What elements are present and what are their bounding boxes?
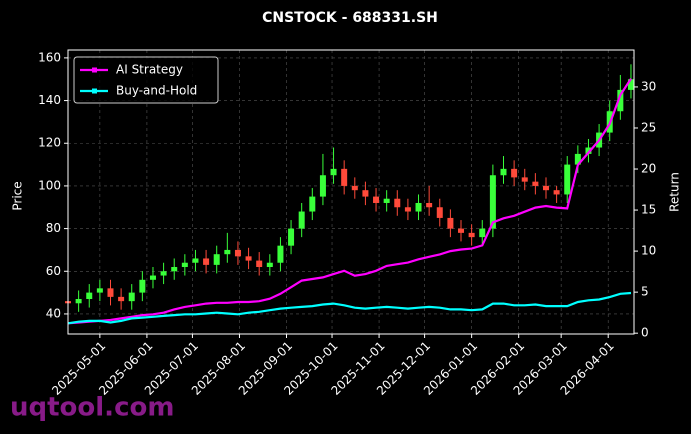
candle-body [309, 196, 316, 212]
candle-body [118, 296, 125, 302]
candle-body [553, 190, 560, 195]
candle-body [86, 292, 93, 300]
y2-tick-label: 5 [641, 285, 649, 299]
candle-body [415, 202, 422, 212]
candle-body [96, 288, 103, 293]
candle-body [394, 198, 401, 208]
y2-tick-label: 30 [641, 79, 656, 93]
y2-tick-label: 15 [641, 203, 656, 217]
candle-body [500, 168, 507, 176]
candle-body [139, 279, 146, 293]
y-tick-label: 100 [38, 178, 61, 192]
y2-tick-label: 25 [641, 120, 656, 134]
candle-body [288, 228, 295, 246]
candle-body [213, 254, 220, 265]
y2-tick-label: 0 [641, 326, 649, 340]
candle-body [351, 185, 358, 191]
candle-body [266, 262, 273, 268]
y-tick-label: 60 [46, 264, 61, 278]
candle-body [330, 168, 337, 176]
candle-body [585, 147, 592, 154]
chart-title: CNSTOCK - 688331.SH [262, 10, 438, 26]
legend-marker [92, 67, 97, 73]
candle-body [181, 262, 188, 268]
candle-body [532, 181, 539, 186]
candle-body [373, 196, 380, 203]
candle-body [224, 249, 231, 255]
candle-body [426, 202, 433, 208]
candle-body [245, 256, 252, 261]
candle-body [489, 175, 496, 229]
candle-body [511, 168, 518, 178]
candle-body [383, 198, 390, 203]
candle-body [341, 168, 348, 186]
candle-body [149, 275, 156, 280]
y2-tick-label: 10 [641, 244, 656, 258]
candle-body [234, 249, 241, 257]
candle-body [362, 190, 369, 197]
legend-box [73, 56, 219, 104]
candle-body [627, 79, 634, 90]
y-tick-label: 40 [46, 306, 61, 320]
candle-body [458, 228, 465, 233]
legend-label: AI Strategy [116, 63, 183, 77]
candle-body [617, 89, 624, 112]
candle-body [298, 211, 305, 229]
return-line [67, 291, 632, 325]
candle-body [564, 164, 571, 195]
candle-body [256, 260, 263, 268]
candle-body [192, 258, 199, 263]
candle-body [75, 299, 82, 304]
y-tick-label: 160 [38, 50, 61, 64]
candle-body [574, 153, 581, 165]
legend-label: Buy-and-Hold [116, 84, 197, 98]
candle-body [203, 258, 210, 265]
return-line [67, 78, 632, 325]
plot-frame [67, 49, 635, 335]
y2-tick-label: 20 [641, 162, 656, 176]
candle-body [436, 207, 443, 218]
y-tick-label: 80 [46, 221, 61, 235]
candle-body [160, 271, 167, 276]
candle-body [468, 232, 475, 238]
candle-body [447, 217, 454, 229]
candle-body [171, 267, 178, 272]
candle-body [128, 292, 135, 302]
candle-body [542, 185, 549, 191]
legend-marker [92, 88, 97, 94]
candle-body [319, 175, 326, 197]
candle-body [521, 177, 528, 182]
y-tick-label: 120 [38, 136, 61, 150]
y-axis-label: Price [11, 181, 25, 210]
watermark: uqtool.com [10, 393, 174, 423]
candle-body [107, 288, 114, 297]
candle-body [277, 245, 284, 263]
y-tick-label: 140 [38, 93, 61, 107]
candle-body [479, 228, 486, 238]
y2-axis-label: Return [668, 172, 682, 212]
candle-body [404, 207, 411, 212]
